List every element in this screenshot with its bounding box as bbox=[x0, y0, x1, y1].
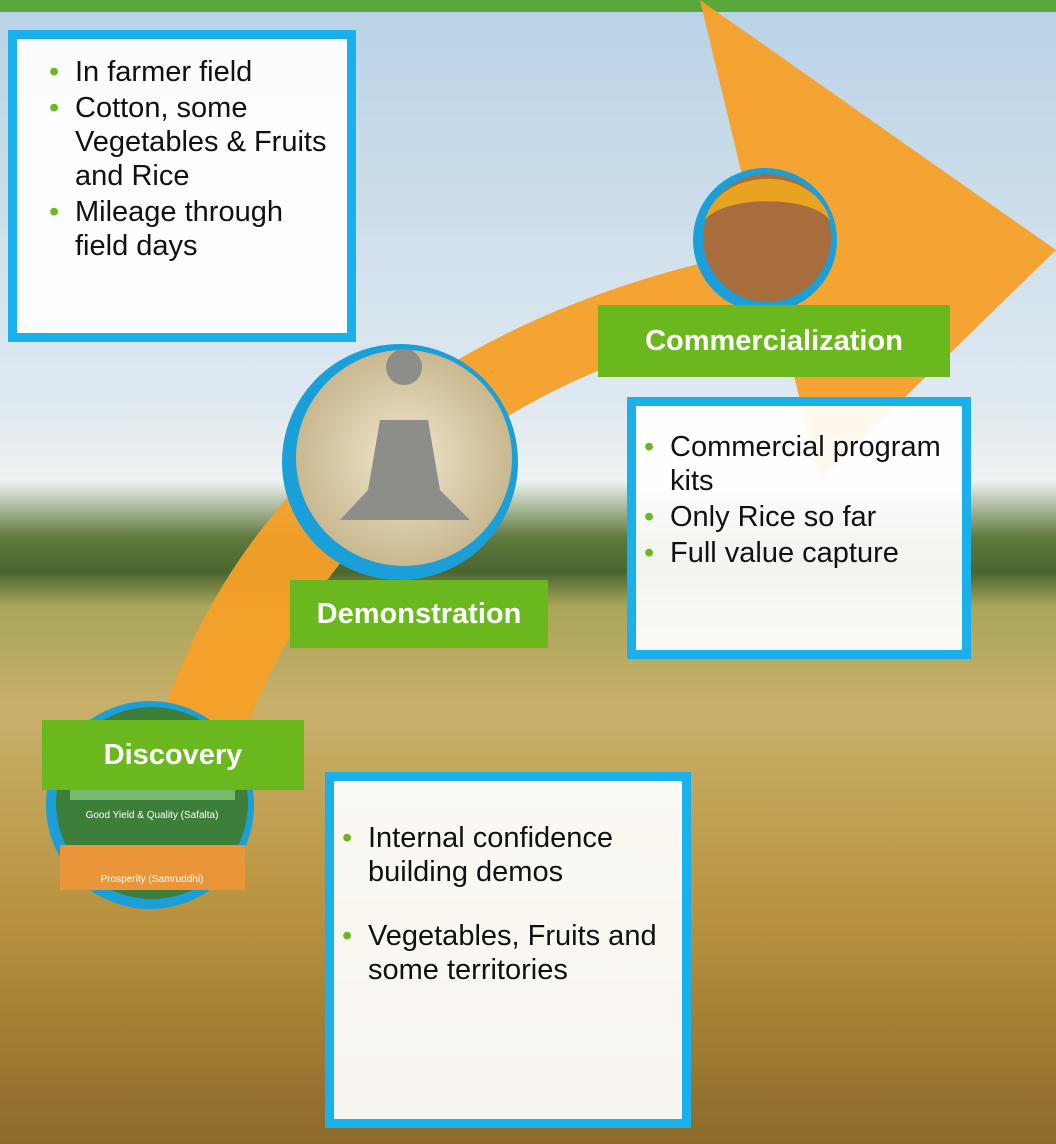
bullet: Only Rice so far bbox=[636, 500, 954, 534]
meditation-figure bbox=[340, 349, 470, 520]
bullet: In farmer field bbox=[41, 55, 337, 89]
bullet-box: Internal confidence building demos Vegeta… bbox=[325, 772, 691, 1128]
progress-arrow bbox=[150, 0, 1056, 760]
stage-label: Commercialization bbox=[598, 305, 950, 377]
bullet-box: Commercial program kitsOnly Rice so farF… bbox=[627, 397, 971, 659]
commercialization-image bbox=[703, 174, 831, 302]
bullet: Vegetables, Fruits and some territories bbox=[334, 919, 672, 987]
bullet: Mileage through field days bbox=[41, 195, 337, 263]
image-text: Prosperity (Samruddhi) bbox=[101, 874, 204, 885]
bullet: Full value capture bbox=[636, 536, 954, 570]
bullet-box: In farmer fieldCotton, some Vegetables &… bbox=[8, 30, 356, 342]
stage-label: Demonstration bbox=[290, 580, 548, 648]
bullet: Cotton, some Vegetables & Fruits and Ric… bbox=[41, 91, 337, 193]
image-panel bbox=[60, 845, 245, 890]
bullet: Commercial program kits bbox=[636, 430, 954, 498]
turban bbox=[705, 178, 830, 220]
image-text: Good Yield & Quality (Safalta) bbox=[86, 810, 219, 821]
top-bar bbox=[0, 0, 1056, 12]
stage-label: Discovery bbox=[42, 720, 304, 790]
bullet: Internal confidence building demos bbox=[334, 821, 672, 889]
